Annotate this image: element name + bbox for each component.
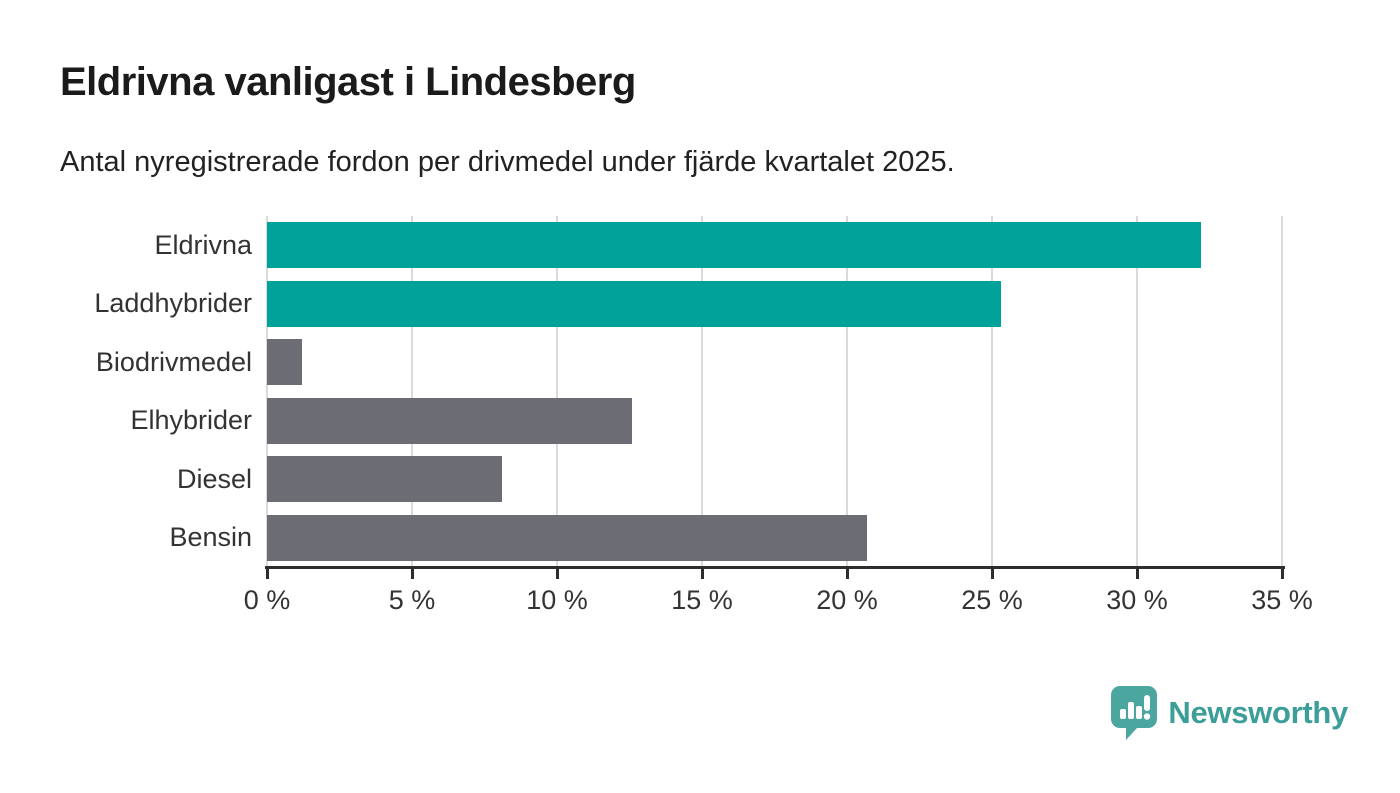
gridline-5 bbox=[411, 216, 413, 567]
x-tick-label-30: 30 % bbox=[1106, 585, 1168, 615]
plot-area bbox=[266, 216, 1283, 567]
bar-bensin bbox=[267, 514, 868, 561]
category-label-laddhybrider: Laddhybrider bbox=[94, 288, 252, 319]
newsworthy-logo-text: Newsworthy bbox=[1168, 695, 1348, 730]
bar-elhybrider bbox=[267, 397, 633, 444]
gridline-30 bbox=[1136, 216, 1138, 567]
x-tick-35 bbox=[1280, 567, 1284, 579]
x-tick-5 bbox=[410, 567, 414, 579]
x-tick-label-20: 20 % bbox=[816, 585, 878, 615]
category-label-biodrivmedel: Biodrivmedel bbox=[95, 346, 252, 377]
gridline-35 bbox=[1281, 216, 1283, 567]
chart-title: Eldrivna vanligast i Lindesberg bbox=[60, 60, 636, 104]
x-tick-label-35: 35 % bbox=[1251, 585, 1313, 615]
category-label-elhybrider: Elhybrider bbox=[130, 405, 252, 436]
category-label-diesel: Diesel bbox=[176, 463, 252, 494]
category-label-bensin: Bensin bbox=[169, 522, 252, 553]
gridline-25 bbox=[991, 216, 993, 567]
bar-eldrivna bbox=[267, 222, 1201, 269]
x-tick-10 bbox=[555, 567, 559, 579]
newsworthy-logo-icon bbox=[1111, 686, 1158, 740]
chart-subtitle: Antal nyregistrerade fordon per drivmede… bbox=[60, 146, 955, 178]
x-axis-line bbox=[265, 566, 1285, 569]
bar-biodrivmedel bbox=[267, 339, 302, 386]
x-tick-label-0: 0 % bbox=[243, 585, 291, 615]
x-tick-30 bbox=[1135, 567, 1139, 579]
gridline-15 bbox=[701, 216, 703, 567]
bar-diesel bbox=[267, 456, 502, 503]
x-tick-0 bbox=[265, 567, 269, 579]
gridline-10 bbox=[556, 216, 558, 567]
newsworthy-logo: Newsworthy bbox=[1111, 686, 1348, 740]
x-tick-label-10: 10 % bbox=[526, 585, 588, 615]
gridline-20 bbox=[846, 216, 848, 567]
bar-laddhybrider bbox=[267, 280, 1001, 327]
x-tick-20 bbox=[845, 567, 849, 579]
x-tick-label-5: 5 % bbox=[388, 585, 436, 615]
gridline-0 bbox=[266, 216, 268, 567]
x-tick-15 bbox=[700, 567, 704, 579]
x-tick-label-15: 15 % bbox=[671, 585, 733, 615]
x-tick-25 bbox=[990, 567, 994, 579]
category-label-eldrivna: Eldrivna bbox=[154, 229, 252, 260]
x-tick-label-25: 25 % bbox=[961, 585, 1023, 615]
